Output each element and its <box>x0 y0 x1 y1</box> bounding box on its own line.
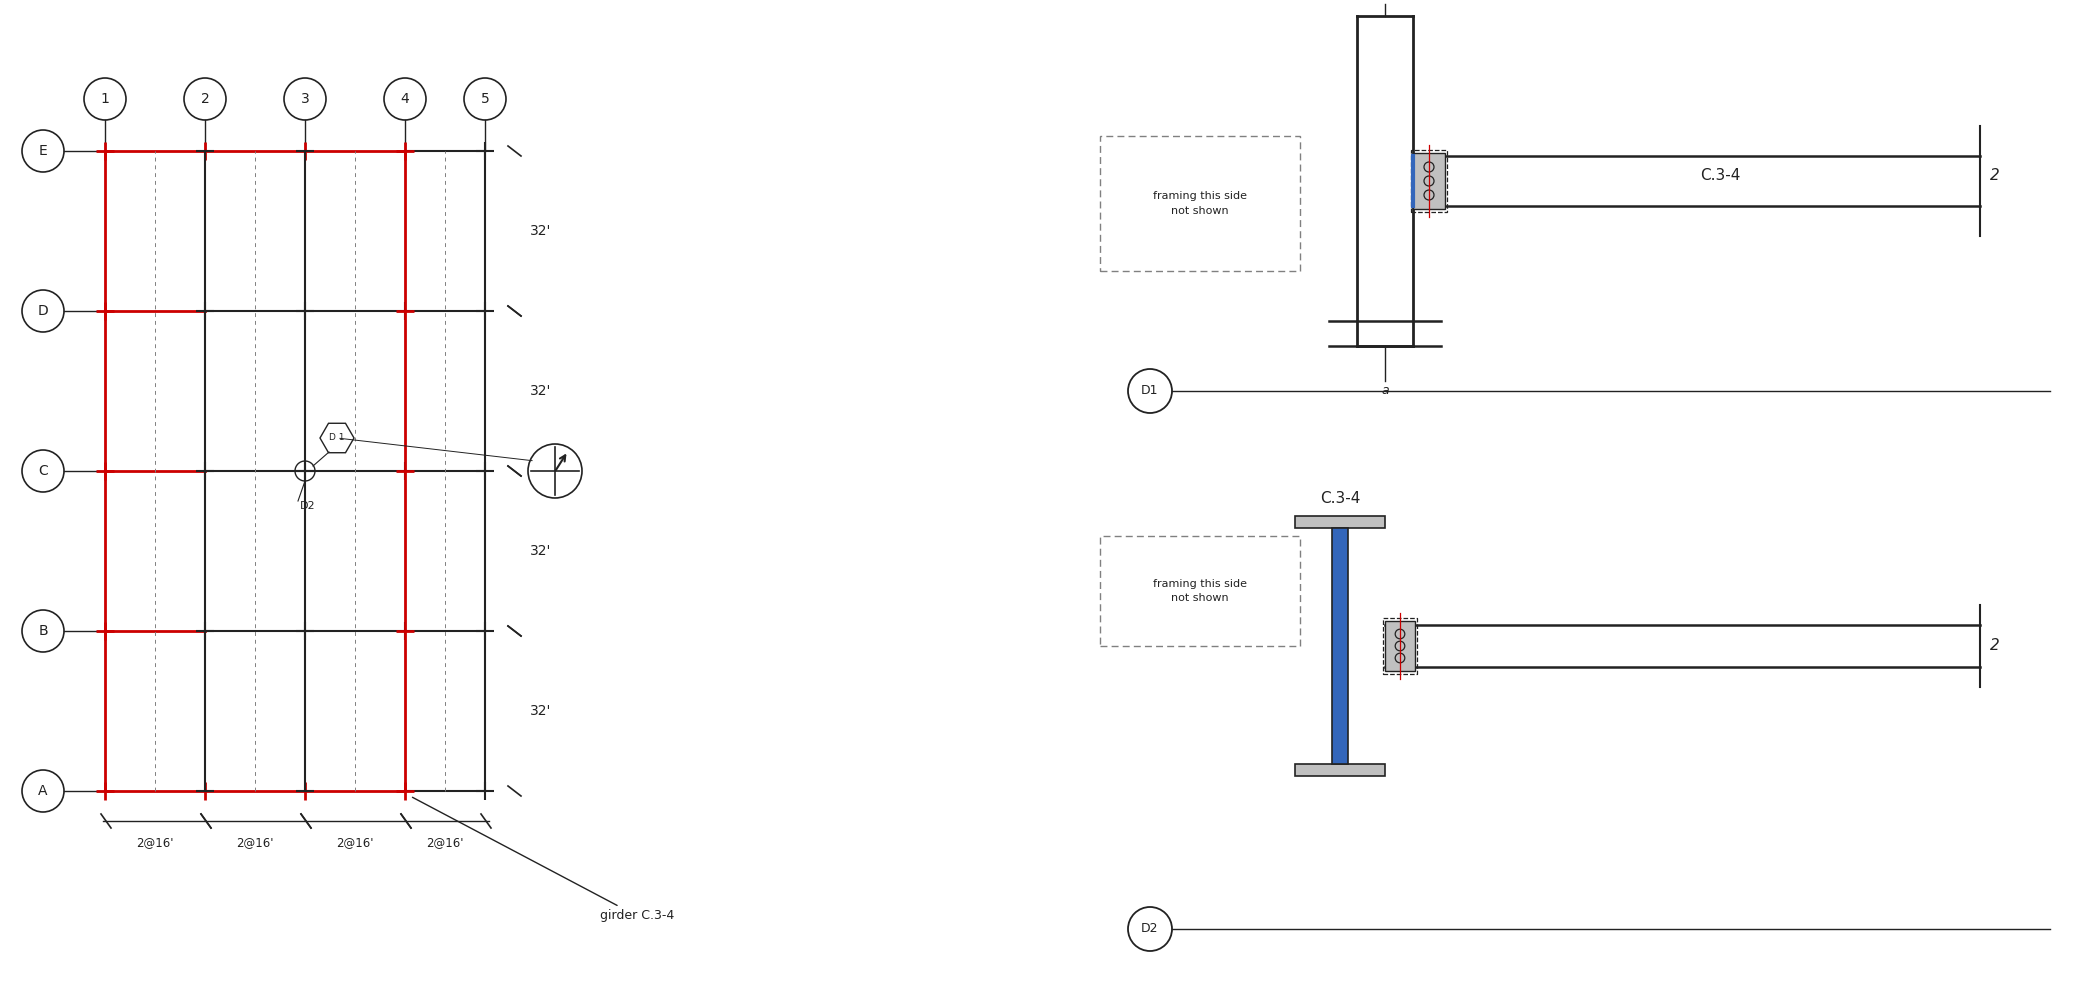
Text: C: C <box>37 464 48 478</box>
Text: C.3-4: C.3-4 <box>1701 168 1740 183</box>
Bar <box>1099 536 1300 646</box>
Text: B: B <box>37 624 48 638</box>
Bar <box>1412 153 1446 209</box>
Text: D2: D2 <box>301 500 315 511</box>
Text: 32': 32' <box>531 704 552 718</box>
Text: a: a <box>1381 0 1390 2</box>
Text: D 1: D 1 <box>330 433 344 442</box>
Bar <box>1385 621 1414 671</box>
Bar <box>1294 516 1385 528</box>
Text: 2@16': 2@16' <box>137 836 174 849</box>
Text: D: D <box>37 304 48 318</box>
Text: 32': 32' <box>531 384 552 398</box>
Text: A: A <box>37 784 48 798</box>
Bar <box>1294 764 1385 776</box>
Text: 2@16': 2@16' <box>236 836 274 849</box>
Text: 2: 2 <box>1989 639 1999 654</box>
Text: a: a <box>1381 384 1390 397</box>
Text: 4: 4 <box>400 92 409 106</box>
Text: 2: 2 <box>201 92 209 106</box>
Text: 32': 32' <box>531 224 552 238</box>
Text: 1: 1 <box>100 92 110 106</box>
Bar <box>1383 618 1417 674</box>
Text: D2: D2 <box>1141 923 1159 936</box>
Text: 32': 32' <box>531 544 552 558</box>
Text: framing this side
not shown: framing this side not shown <box>1153 191 1246 216</box>
Bar <box>1410 150 1448 212</box>
Text: 2@16': 2@16' <box>336 836 373 849</box>
Text: 2: 2 <box>1989 168 1999 183</box>
Text: 5: 5 <box>481 92 489 106</box>
Text: C.3-4: C.3-4 <box>1319 491 1361 506</box>
Text: girder C.3-4: girder C.3-4 <box>413 798 674 923</box>
Text: 3: 3 <box>301 92 309 106</box>
Text: E: E <box>39 144 48 158</box>
Bar <box>1332 528 1348 764</box>
Text: framing this side
not shown: framing this side not shown <box>1153 579 1246 604</box>
Text: 2@16': 2@16' <box>427 836 465 849</box>
Text: D1: D1 <box>1141 384 1159 397</box>
Bar <box>1099 136 1300 271</box>
